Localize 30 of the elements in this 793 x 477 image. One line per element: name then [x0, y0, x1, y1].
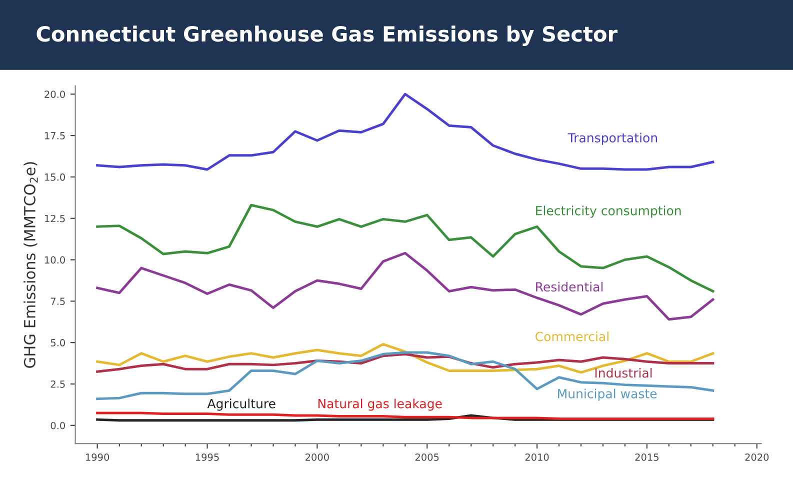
- y-tick-label: 15.0: [45, 173, 65, 181]
- series-label: Municipal waste: [558, 388, 657, 401]
- y-tick-label: 17.5: [45, 132, 65, 140]
- x-tick-label: 1990: [86, 454, 110, 461]
- x-tick-label: 2015: [635, 454, 658, 461]
- series-label: Commercial: [536, 332, 608, 342]
- line-series: [96, 204, 714, 292]
- y-axis-title: GHG Emissions (MMTCO$_{2}$e): [24, 162, 38, 368]
- series-label: Industrial: [595, 368, 652, 378]
- y-tick-label: 10.0: [45, 256, 65, 264]
- x-tick-label: 2005: [415, 454, 439, 461]
- line-series: [96, 351, 714, 400]
- y-tick-label: 5.0: [50, 339, 65, 346]
- y-tick-label: 2.5: [50, 380, 65, 388]
- chart-title: Connecticut Greenhouse Gas Emissions by Sector: [36, 26, 618, 46]
- series-label: Agriculture: [207, 398, 276, 411]
- series-label: Transportation: [568, 132, 657, 145]
- x-tick-label: 2000: [306, 454, 329, 461]
- y-tick-label: 20.0: [44, 90, 65, 98]
- y-tick-label: 7.5: [50, 298, 65, 306]
- line-series: [96, 252, 714, 321]
- series-label: Electricity consumption: [536, 206, 681, 218]
- x-tick-label: 2020: [745, 454, 769, 461]
- series-label: Residential: [536, 282, 603, 292]
- y-tick-label: 12.5: [45, 214, 65, 222]
- y-tick-label: 0.0: [50, 422, 65, 430]
- line-series: [96, 92, 714, 171]
- x-tick-label: 2010: [525, 454, 549, 461]
- series-label: Natural gas leakage: [318, 398, 442, 411]
- x-tick-label: 1995: [196, 454, 219, 461]
